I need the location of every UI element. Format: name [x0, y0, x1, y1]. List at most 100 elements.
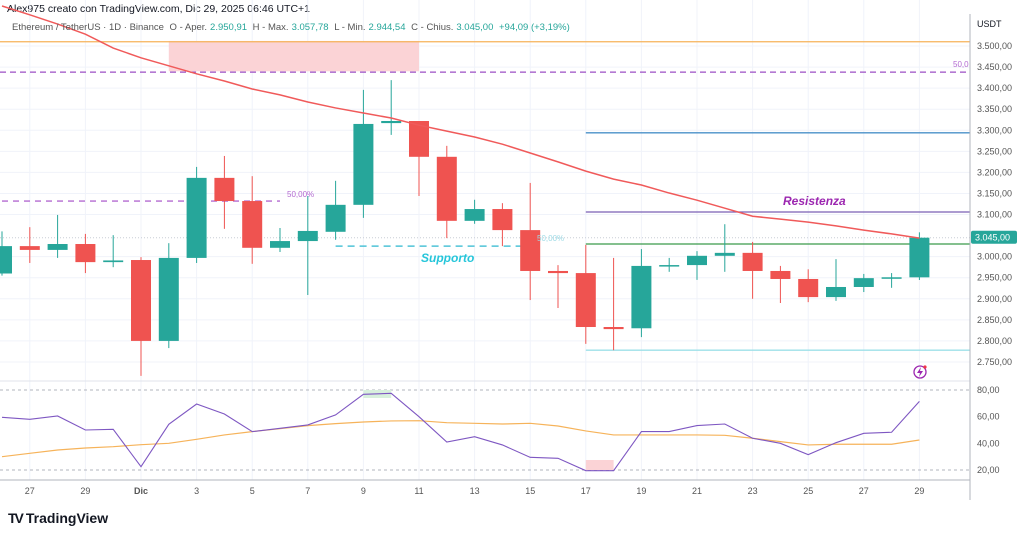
tradingview-logo-icon: TV	[8, 510, 24, 526]
low-label: L - Min.	[334, 22, 366, 33]
candle-body[interactable]	[603, 327, 624, 330]
rsi-ma-line	[1, 420, 920, 458]
price-tick-label: 3.350,00	[977, 104, 1012, 114]
candle-body[interactable]	[909, 237, 930, 278]
time-tick-label: 13	[470, 486, 480, 496]
candle-body[interactable]	[464, 209, 485, 221]
candle-body[interactable]	[575, 273, 596, 328]
ema-line	[1, 5, 920, 239]
time-tick-label: 29	[914, 486, 924, 496]
time-tick-label: 27	[859, 486, 869, 496]
candle-body[interactable]	[687, 255, 707, 266]
chart-credit: Alex975 creato con TradingView.com, Dic …	[7, 3, 311, 15]
candle-body[interactable]	[798, 278, 819, 298]
axes: USDT 3.500,00 3.450,00 3.400,00 3.350,00 3.30…	[0, 14, 1017, 500]
fib-mid-label: 50,00%	[537, 234, 564, 243]
time-tick-label: 23	[748, 486, 758, 496]
candle-body[interactable]	[770, 270, 791, 279]
high-value: 3.057,78	[291, 22, 329, 33]
candle-body[interactable]	[131, 260, 151, 341]
candle-body[interactable]	[353, 123, 374, 205]
price-tick-label: 2.750,00	[977, 357, 1012, 367]
price-tick-label: 2.900,00	[977, 294, 1012, 304]
candles	[0, 80, 930, 376]
price-tick-label: 3.250,00	[977, 146, 1012, 156]
last-price-label: 3.045,00	[975, 233, 1010, 243]
flash-icon[interactable]	[913, 365, 927, 379]
fib-right-label: 50,0	[953, 60, 969, 69]
candle-body[interactable]	[270, 241, 290, 248]
price-tick-label: 3.100,00	[977, 210, 1012, 220]
candle-body[interactable]	[381, 120, 402, 124]
candle-body[interactable]	[325, 204, 346, 232]
price-tick-label: 3.150,00	[977, 188, 1012, 198]
candle-body[interactable]	[714, 252, 735, 256]
ema-line	[1, 5, 920, 239]
price-tick-label: 3.450,00	[977, 62, 1012, 72]
price-tick-label: 3.200,00	[977, 167, 1012, 177]
candle-body[interactable]	[631, 265, 652, 329]
rsi-pane	[0, 380, 970, 472]
rsi-tick-label: 40,00	[977, 438, 1000, 448]
close-value: 3.045,00	[456, 22, 494, 33]
candle-body[interactable]	[242, 201, 263, 248]
price-tick-label: 2.800,00	[977, 336, 1012, 346]
time-tick-label: Dic	[134, 486, 148, 496]
candle-body[interactable]	[75, 244, 96, 263]
candle-body[interactable]	[492, 209, 513, 231]
candle-body[interactable]	[103, 260, 124, 263]
rsi-tick-label: 60,00	[977, 412, 1000, 422]
time-tick-label: 21	[692, 486, 702, 496]
symbol-legend: Ethereum / TetherUS · 1D · Binance O - A…	[12, 22, 573, 33]
currency-label: USDT	[977, 19, 1002, 29]
time-tick-label: 3	[194, 486, 199, 496]
change-value: +94,09 (+3,19%)	[499, 22, 570, 33]
high-label: H - Max.	[252, 22, 289, 33]
candle-body[interactable]	[409, 120, 429, 157]
time-tick-label: 25	[803, 486, 813, 496]
time-tick-label: 9	[361, 486, 366, 496]
rsi-tick-label: 20,00	[977, 465, 1000, 475]
candle-body[interactable]	[548, 270, 568, 274]
candle-body[interactable]	[520, 230, 541, 271]
candle-body[interactable]	[297, 230, 318, 242]
time-tick-label: 5	[250, 486, 255, 496]
price-tick-label: 2.950,00	[977, 273, 1012, 283]
candle-body[interactable]	[19, 246, 40, 250]
time-tick-label: 11	[414, 486, 423, 496]
time-tick-label: 19	[636, 486, 646, 496]
resistance-label[interactable]: Resistenza	[783, 194, 846, 208]
candle-body[interactable]	[47, 244, 68, 250]
candle-body[interactable]	[853, 278, 874, 287]
time-tick-label: 17	[581, 486, 591, 496]
fib-left-label: 50,00%	[287, 190, 314, 199]
price-tick-label: 2.850,00	[977, 315, 1012, 325]
candle-body[interactable]	[436, 156, 457, 221]
highlight-zone[interactable]	[168, 40, 419, 72]
candle-body[interactable]	[742, 252, 763, 271]
candle-body[interactable]	[214, 177, 235, 202]
tradingview-logo[interactable]: TV TradingView	[8, 510, 108, 526]
candle-body[interactable]	[158, 257, 179, 341]
candle-body[interactable]	[826, 286, 846, 298]
time-tick-label: 29	[80, 486, 90, 496]
open-label: O - Aper.	[169, 22, 208, 33]
support-label[interactable]: Supporto	[421, 251, 474, 265]
time-tick-label: 7	[305, 486, 310, 496]
candle-body[interactable]	[659, 265, 680, 267]
open-value: 2.950,91	[210, 22, 248, 33]
candle-body[interactable]	[0, 246, 12, 274]
rsi-tick-label: 80,00	[977, 385, 1000, 395]
price-tick-label: 3.000,00	[977, 252, 1012, 262]
close-label: C - Chius.	[411, 22, 454, 33]
price-tick-label: 3.400,00	[977, 83, 1012, 93]
candle-body[interactable]	[881, 277, 902, 279]
price-tick-label: 3.300,00	[977, 125, 1012, 135]
low-value: 2.944,54	[368, 22, 406, 33]
rsi-line	[1, 392, 920, 472]
time-tick-label: 15	[525, 486, 535, 496]
symbol-name[interactable]: Ethereum / TetherUS · 1D · Binance	[12, 22, 164, 33]
candle-body[interactable]	[186, 177, 207, 258]
last-price-badge	[971, 230, 1017, 244]
